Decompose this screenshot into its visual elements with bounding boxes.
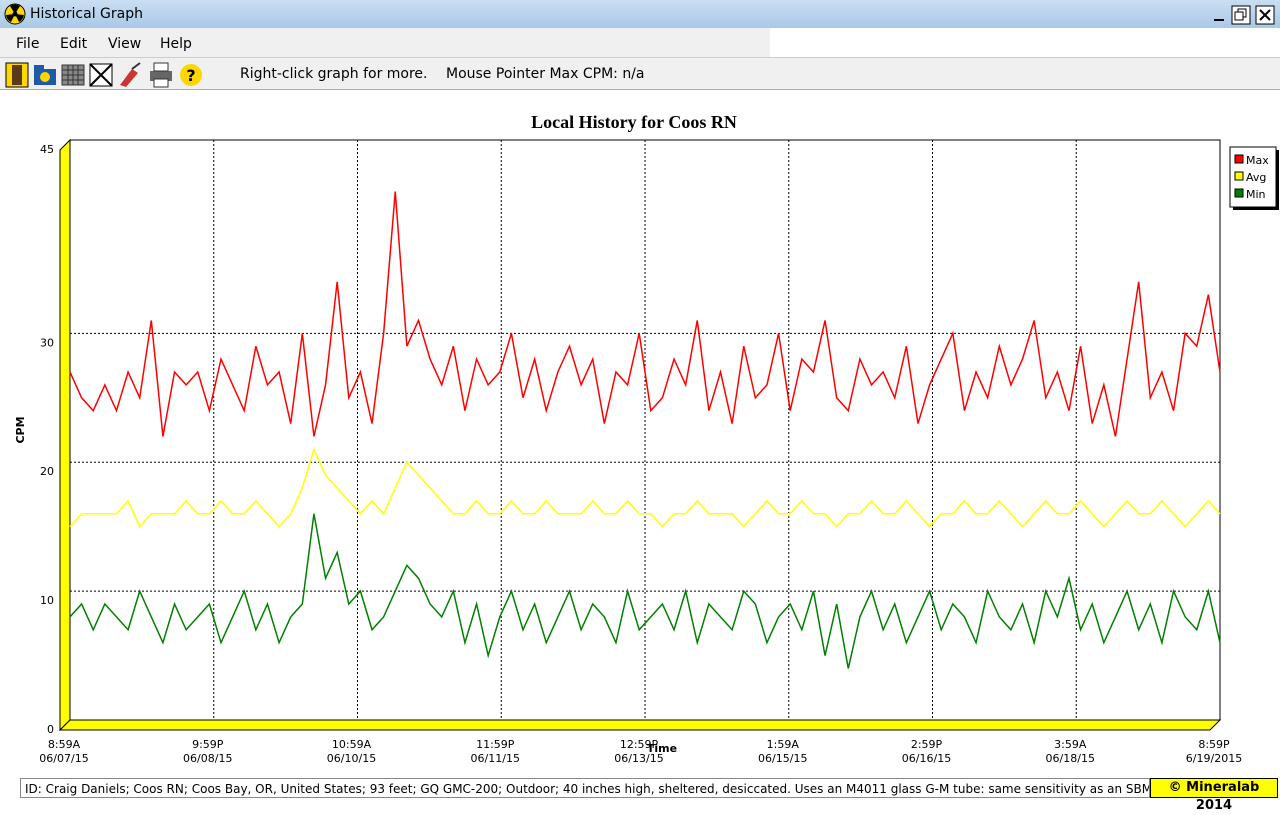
x-tick-label: 06/11/15 [471, 752, 520, 765]
x-tick-label: 06/07/15 [39, 752, 88, 765]
window-title: Historical Graph [30, 6, 143, 22]
menu-item[interactable]: View [108, 36, 142, 52]
x-tick-label: 8:59P [1198, 738, 1230, 751]
legend-swatch [1234, 188, 1244, 198]
x-tick-label: 6/19/2015 [1186, 752, 1242, 765]
x-tick-label: 12:59P [620, 738, 659, 751]
y-wall [59, 138, 71, 732]
x-tick-label: 06/15/15 [758, 752, 807, 765]
x-axis-label: Time [647, 742, 677, 755]
y-tick-label: 45 [40, 143, 54, 156]
y-axis-label: CPM [14, 416, 27, 443]
toolbar-hint: Right-click graph for more. [240, 66, 428, 82]
copyright: © Mineralab 2014 [1150, 778, 1278, 813]
toolbar-icons[interactable]: ? [2, 59, 212, 89]
x-tick-label: 8:59A [48, 738, 81, 751]
floor [58, 719, 1222, 731]
x-tick-label: 11:59P [476, 738, 515, 751]
window-controls[interactable] [1200, 2, 1280, 26]
legend-swatch [1234, 154, 1244, 164]
title-bar: Historical Graph [0, 0, 1280, 28]
y-tick-label: 0 [47, 723, 54, 736]
x-tick-label: 06/18/15 [1046, 752, 1095, 765]
line-series [69, 191, 1221, 437]
legend-label: Min [1246, 188, 1266, 201]
x-tick-label: 06/13/15 [614, 752, 663, 765]
chart: Local History for Coos RN CPM Time 0 10 20… [14, 112, 1279, 765]
toolbar: ? Right-click graph for more. Mouse Poin… [0, 57, 1280, 90]
line-series [69, 513, 1221, 669]
legend-label: Avg [1246, 171, 1266, 184]
x-tick-label: 3:59A [1054, 738, 1087, 751]
menu-item[interactable]: File [16, 36, 40, 52]
toolbar-status: Mouse Pointer Max CPM: n/a [446, 66, 645, 82]
y-tick-label: 30 [40, 336, 54, 349]
status-bar: ID: Craig Daniels; Coos RN; Coos Bay, OR… [20, 778, 1150, 798]
line-series [69, 447, 1221, 529]
x-tick-label: 2:59P [911, 738, 943, 751]
x-tick-label: 06/10/15 [327, 752, 376, 765]
x-tick-label: 06/08/15 [183, 752, 232, 765]
menu-item[interactable]: Help [160, 36, 192, 52]
legend-swatch [1234, 171, 1244, 181]
menu-item[interactable]: Edit [60, 36, 88, 52]
y-tick-label: 10 [40, 594, 54, 607]
x-tick-label: 10:59A [332, 738, 372, 751]
x-tick-label: 1:59A [767, 738, 800, 751]
legend-label: Max [1246, 154, 1269, 167]
svg-text:?: ? [186, 66, 195, 85]
x-tick-label: 06/16/15 [902, 752, 951, 765]
x-tick-label: 9:59P [192, 738, 224, 751]
menu-bar: File Edit View Help [0, 28, 770, 57]
app-icon [4, 3, 26, 25]
chart-body: Local History for Coos RN CPM Time 0 10 20… [14, 112, 1279, 765]
chart-title: Local History for Coos RN [531, 112, 737, 132]
y-tick-label: 20 [40, 465, 54, 478]
